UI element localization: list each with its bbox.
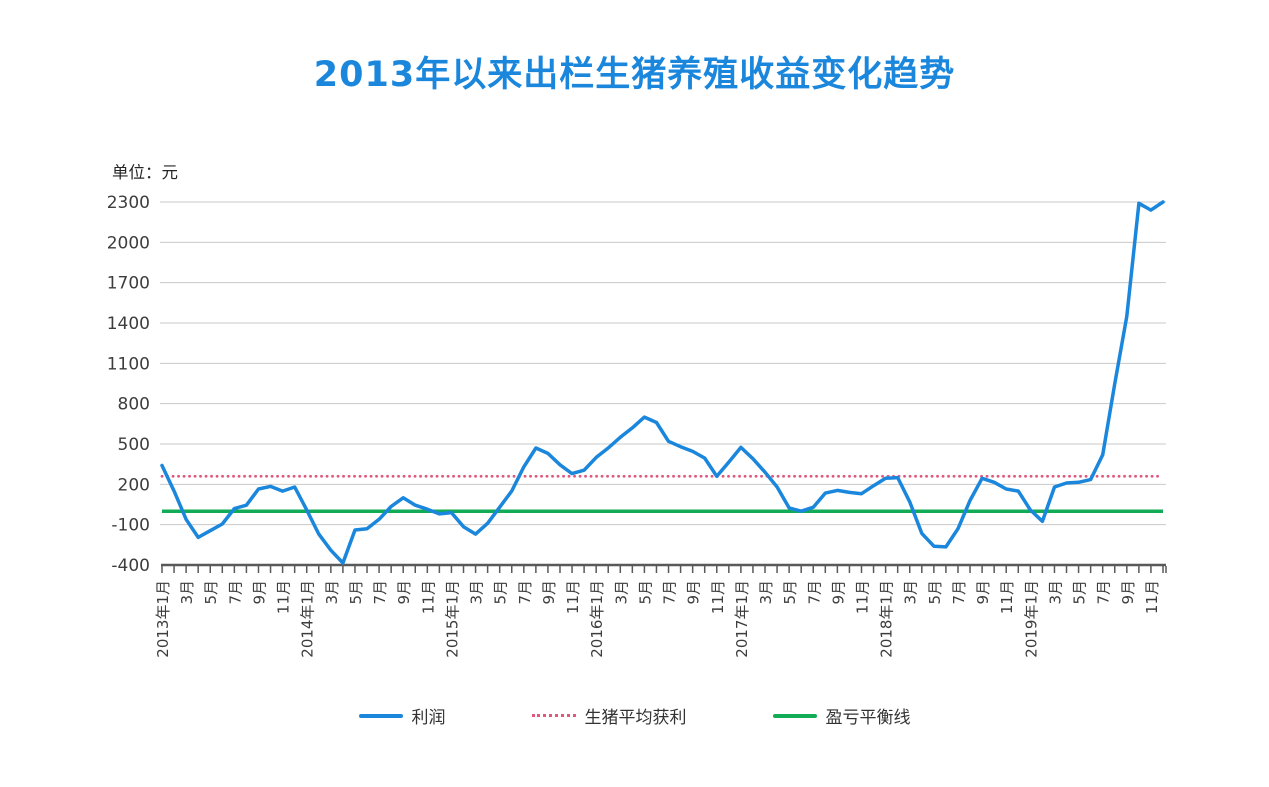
svg-text:5月: 5月 [202, 580, 220, 605]
svg-text:7月: 7月 [226, 580, 244, 605]
svg-text:500: 500 [118, 435, 150, 455]
svg-text:7月: 7月 [516, 580, 534, 605]
svg-text:2015年1月: 2015年1月 [443, 580, 461, 658]
svg-text:2017年1月: 2017年1月 [733, 580, 751, 658]
average-profit-line-swatch-icon [531, 714, 576, 717]
svg-text:11月: 11月 [853, 580, 871, 614]
svg-text:1100: 1100 [107, 354, 150, 374]
svg-text:7月: 7月 [805, 580, 823, 605]
svg-text:2300: 2300 [107, 193, 150, 213]
svg-text:9月: 9月 [250, 580, 268, 605]
svg-text:-100: -100 [111, 516, 150, 536]
svg-text:2016年1月: 2016年1月 [588, 580, 606, 658]
legend-label-breakeven: 盈亏平衡线 [825, 708, 911, 728]
svg-text:3月: 3月 [612, 580, 630, 605]
legend-item-average-profit: 生猪平均获利 [531, 703, 687, 728]
svg-text:3月: 3月 [902, 580, 920, 605]
svg-text:1400: 1400 [107, 314, 150, 334]
svg-text:800: 800 [118, 395, 150, 415]
svg-text:7月: 7月 [661, 580, 679, 605]
profit-trend-line-chart: 23002000170014001100800500200-100-400201… [107, 193, 1167, 658]
svg-text:7月: 7月 [950, 580, 968, 605]
svg-text:9月: 9月 [540, 580, 558, 605]
svg-text:11月: 11月 [998, 580, 1016, 614]
svg-text:11月: 11月 [275, 580, 293, 614]
legend-label-average-profit: 生猪平均获利 [584, 708, 687, 728]
svg-text:5月: 5月 [347, 580, 365, 605]
svg-text:2019年1月: 2019年1月 [1022, 580, 1040, 658]
profit-line-swatch-icon [358, 713, 403, 718]
svg-text:3月: 3月 [757, 580, 775, 605]
breakeven-line-swatch-icon [772, 713, 817, 718]
svg-text:5月: 5月 [636, 580, 654, 605]
svg-text:-400: -400 [111, 556, 150, 576]
svg-text:9月: 9月 [685, 580, 703, 605]
svg-text:5月: 5月 [1071, 580, 1089, 605]
svg-text:5月: 5月 [492, 580, 510, 605]
svg-text:9月: 9月 [395, 580, 413, 605]
legend-item-breakeven: 盈亏平衡线 [772, 703, 911, 728]
svg-text:5月: 5月 [926, 580, 944, 605]
svg-text:3月: 3月 [323, 580, 341, 605]
svg-text:9月: 9月 [974, 580, 992, 605]
svg-text:11月: 11月 [419, 580, 437, 614]
svg-text:5月: 5月 [781, 580, 799, 605]
svg-text:2013年1月: 2013年1月 [154, 580, 172, 658]
svg-text:3月: 3月 [178, 580, 196, 605]
svg-text:11月: 11月 [1143, 580, 1161, 614]
svg-text:11月: 11月 [709, 580, 727, 614]
chart-legend: 利润 生猪平均获利 盈亏平衡线 [0, 703, 1269, 728]
legend-item-profit: 利润 [358, 703, 446, 728]
svg-text:7月: 7月 [1095, 580, 1113, 605]
svg-text:7月: 7月 [371, 580, 389, 605]
svg-text:9月: 9月 [1119, 580, 1137, 605]
svg-text:1700: 1700 [107, 274, 150, 294]
legend-label-profit: 利润 [411, 708, 446, 728]
svg-text:3月: 3月 [1046, 580, 1064, 605]
svg-text:11月: 11月 [564, 580, 582, 614]
svg-text:2014年1月: 2014年1月 [299, 580, 317, 658]
svg-text:2018年1月: 2018年1月 [878, 580, 896, 658]
y-axis-unit-label: 单位：元 [112, 163, 178, 182]
svg-text:3月: 3月 [468, 580, 486, 605]
svg-text:200: 200 [118, 475, 150, 495]
svg-text:2000: 2000 [107, 233, 150, 253]
svg-text:9月: 9月 [829, 580, 847, 605]
chart-title: 2013年以来出栏生猪养殖收益变化趋势 [313, 55, 956, 95]
